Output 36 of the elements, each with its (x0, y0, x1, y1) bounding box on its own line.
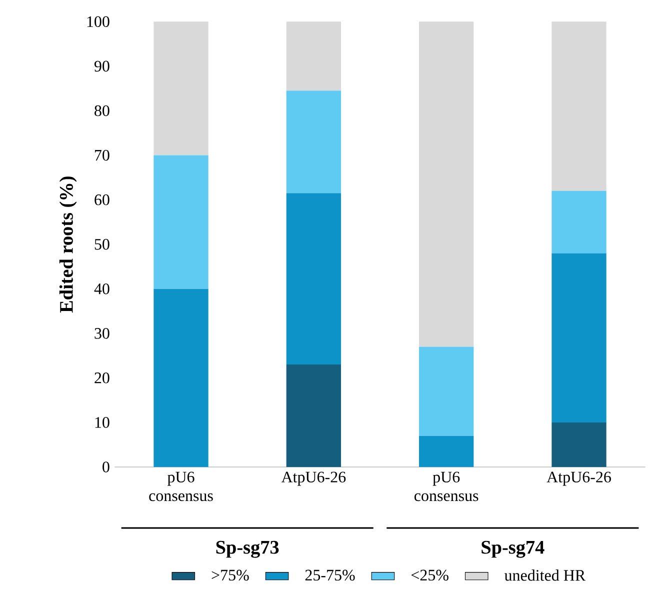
y-tick-label: 90 (94, 60, 110, 72)
bar (286, 90, 342, 194)
y-tick-label: 10 (95, 417, 110, 428)
bar (419, 436, 474, 467)
legend-label: <25% (411, 570, 448, 581)
bar (552, 422, 606, 467)
legend-label: 25-75% (305, 570, 355, 581)
y-tick-label: 50 (94, 238, 110, 250)
y-tick-label: 20 (94, 372, 110, 384)
bar (154, 288, 208, 467)
text: Sp-sg74 (482, 540, 544, 558)
bar (552, 253, 606, 422)
x-tick-label: pU6 consensus (149, 472, 213, 502)
x-tick-label: AtpU6-26 (546, 472, 611, 486)
y-tick-label: 30 (94, 328, 110, 339)
x-tick-label: AtpU6-26 (281, 472, 346, 486)
bar (286, 22, 342, 91)
y-tick-label: 40 (94, 283, 110, 294)
y-tick-label: 80 (94, 105, 110, 116)
y-tick-label: 70 (95, 150, 110, 161)
legend-label: >75% (212, 570, 249, 581)
bar (419, 346, 474, 436)
y-tick-label: 100 (87, 16, 110, 28)
legend-label: unedited HR (504, 570, 586, 581)
y-tick-label: 0 (102, 462, 110, 472)
bar (552, 22, 606, 191)
bar (419, 22, 474, 347)
text: Sp-sg73 (216, 540, 279, 558)
bar (286, 364, 342, 467)
bar (286, 193, 342, 365)
x-tick-label: pU6 consensus (414, 472, 478, 502)
bar (154, 155, 208, 289)
y-axis-title: Edited roots (%) (59, 176, 77, 313)
bar (154, 22, 208, 156)
y-tick-label: 60 (94, 194, 110, 206)
bar (552, 190, 606, 254)
